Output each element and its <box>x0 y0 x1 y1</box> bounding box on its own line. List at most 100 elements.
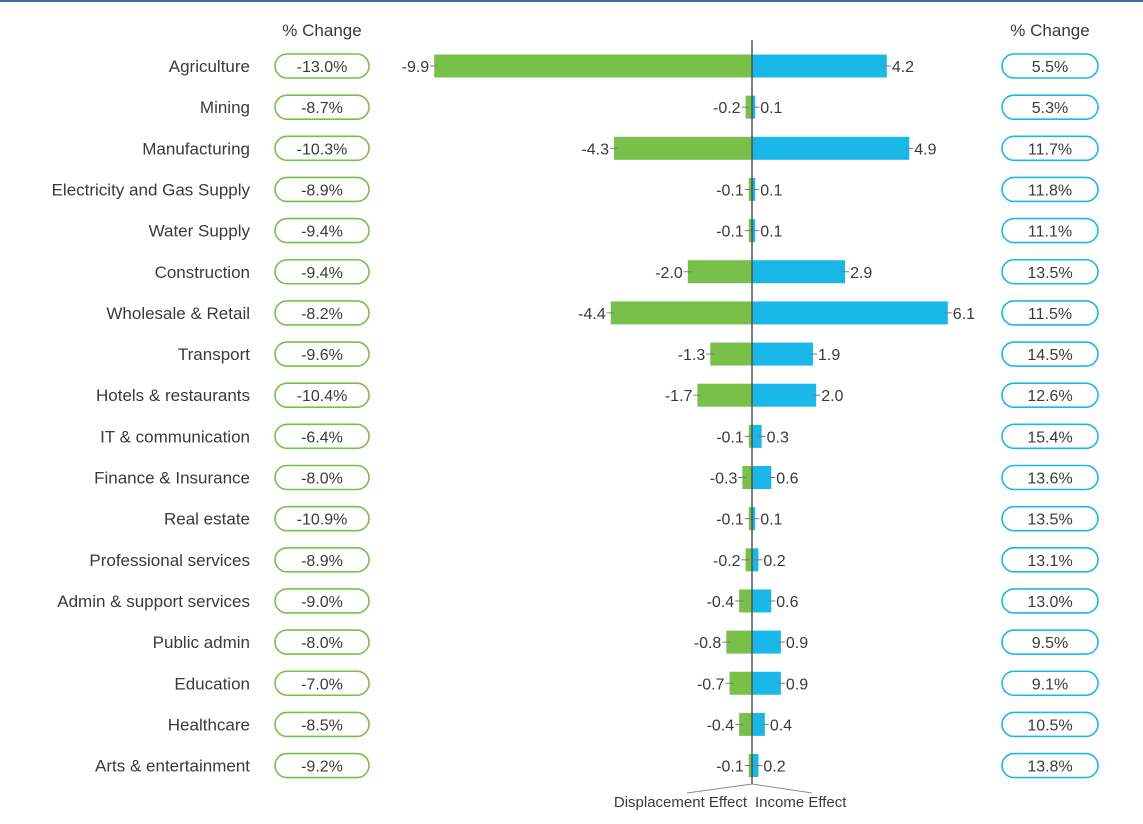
category-label: IT & communication <box>100 427 250 446</box>
right-pct-pill <box>1001 300 1099 326</box>
right-pct-change-value: 13.0% <box>1027 594 1072 611</box>
left-pct-change-value: -9.2% <box>301 759 343 776</box>
income-bar <box>752 630 781 654</box>
right-pct-pill <box>1001 341 1099 367</box>
income-value-label: 0.6 <box>776 594 798 611</box>
displacement-value-label: -0.2 <box>713 553 741 570</box>
right-pct-change-value: 13.5% <box>1027 265 1072 282</box>
left-pct-change-value: -9.0% <box>301 594 343 611</box>
right-pct-pill <box>1001 423 1099 450</box>
left-pct-change-value: -8.0% <box>301 635 343 652</box>
right-pct-pill <box>1001 629 1099 655</box>
income-bar <box>752 466 772 489</box>
displacement-value-label: -9.9 <box>402 59 430 76</box>
chart-row: Healthcare -8.5% 10.5% -0.4 0.4 <box>168 711 1099 738</box>
left-pct-pill <box>274 94 370 120</box>
category-label: Agriculture <box>169 57 250 76</box>
right-pct-change-value: 15.4% <box>1027 429 1072 446</box>
displacement-bar <box>739 589 752 613</box>
category-label: Electricity and Gas Supply <box>52 180 251 199</box>
displacement-bar <box>729 671 752 695</box>
chart-row: Wholesale & Retail -8.2% 11.5% -4.4 6.1 <box>106 300 1099 326</box>
displacement-bar <box>434 54 752 78</box>
displacement-bar <box>687 260 752 284</box>
category-label: Arts & entertainment <box>95 757 250 776</box>
right-pct-pill <box>1001 94 1099 120</box>
right-pct-pill <box>1001 258 1099 285</box>
displacement-value-label: -0.1 <box>716 512 744 529</box>
legend-leader-right <box>751 783 813 794</box>
displacement-bar <box>739 712 752 736</box>
right-pct-change-value: 12.6% <box>1027 388 1072 405</box>
category-label: Wholesale & Retail <box>106 304 250 323</box>
legend-displacement-effect: Displacement Effect <box>614 794 748 811</box>
chart-row: Professional services -8.9% 13.1% -0.2 0.2 <box>89 546 1099 573</box>
displacement-value-label: -0.1 <box>716 759 744 776</box>
right-pct-change-value: 5.5% <box>1032 59 1068 76</box>
income-value-label: 0.9 <box>786 676 808 693</box>
displacement-value-label: -2.0 <box>655 265 683 282</box>
chart-row: IT & communication -6.4% 15.4% -0.1 0.3 <box>100 423 1099 450</box>
displacement-value-label: -0.4 <box>707 594 735 611</box>
income-value-label: 0.1 <box>760 100 782 117</box>
income-bar <box>752 54 887 78</box>
income-bar <box>752 342 813 366</box>
right-pct-pill <box>1001 588 1099 614</box>
right-pct-pill <box>1001 217 1099 244</box>
right-pct-pill <box>1001 711 1099 738</box>
displacement-bar <box>610 301 752 325</box>
left-pct-pill <box>274 341 370 367</box>
left-pct-change-value: -9.4% <box>301 224 343 241</box>
displacement-value-label: -1.3 <box>678 347 706 364</box>
displacement-value-label: -0.1 <box>716 429 744 446</box>
right-pct-change-value: 14.5% <box>1027 347 1072 364</box>
right-pct-change-value: 13.6% <box>1027 471 1072 488</box>
income-value-label: 0.4 <box>770 717 792 734</box>
right-pct-pill <box>1001 135 1099 162</box>
category-label: Transport <box>178 345 250 364</box>
displacement-value-label: -0.1 <box>716 182 744 199</box>
right-pct-change-value: 5.3% <box>1032 100 1068 117</box>
chart-row: Water Supply -9.4% 11.1% -0.1 0.1 <box>149 217 1099 244</box>
income-value-label: 0.1 <box>760 182 782 199</box>
left-pct-change-value: -9.6% <box>301 347 343 364</box>
left-pct-change-value: -8.0% <box>301 471 343 488</box>
category-label: Real estate <box>164 510 250 529</box>
right-pct-change-value: 10.5% <box>1027 717 1072 734</box>
displacement-value-label: -0.3 <box>710 471 738 488</box>
income-value-label: 0.2 <box>763 759 785 776</box>
chart-legend: Displacement Effect Income Effect <box>614 783 847 811</box>
left-pct-pill <box>274 752 370 779</box>
income-value-label: 0.1 <box>760 512 782 529</box>
legend-income-effect: Income Effect <box>755 794 847 811</box>
displacement-bar <box>742 466 752 489</box>
left-pct-change-value: -13.0% <box>297 59 348 76</box>
right-pct-pill <box>1001 752 1099 779</box>
right-pct-change-value: 13.5% <box>1027 512 1072 529</box>
left-pct-change-value: -8.7% <box>301 100 343 117</box>
left-pct-change-value: -8.5% <box>301 717 343 734</box>
chart-row: Transport -9.6% 14.5% -1.3 1.9 <box>178 341 1099 367</box>
income-bar <box>752 589 772 613</box>
displacement-value-label: -4.4 <box>578 306 606 323</box>
left-pct-pill <box>274 300 370 326</box>
displacement-value-label: -4.3 <box>581 141 609 158</box>
left-pct-pill <box>274 629 370 655</box>
income-value-label: 4.2 <box>892 59 914 76</box>
legend-leader-left <box>686 783 753 794</box>
right-pct-change-value: 11.7% <box>1028 141 1072 158</box>
displacement-value-label: -0.2 <box>713 100 741 117</box>
income-value-label: 2.0 <box>821 388 843 405</box>
left-pct-change-value: -8.9% <box>301 182 343 199</box>
income-bar <box>752 424 762 448</box>
right-pct-pill <box>1001 464 1099 491</box>
left-pct-pill <box>274 176 370 203</box>
chart-row: Public admin -8.0% 9.5% -0.8 0.9 <box>153 629 1099 655</box>
left-pct-pill <box>274 217 370 244</box>
chart-row: Agriculture -13.0% 5.5% -9.9 4.2 <box>169 53 1099 79</box>
left-pct-pill <box>274 258 370 285</box>
right-pct-pill <box>1001 670 1099 697</box>
income-value-label: 0.1 <box>760 224 782 241</box>
displacement-value-label: -1.7 <box>665 388 693 405</box>
right-pct-pill <box>1001 505 1099 532</box>
